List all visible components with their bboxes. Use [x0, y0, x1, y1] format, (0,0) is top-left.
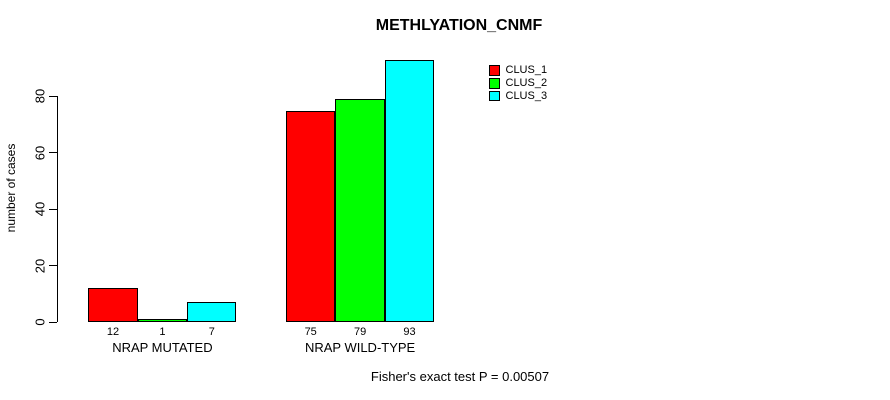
- y-axis-tick-label: 60: [32, 145, 48, 161]
- y-axis-tick-label: 80: [32, 89, 48, 104]
- y-axis-tick-label: 20: [32, 258, 48, 273]
- bar-value-label: 12: [106, 326, 120, 338]
- bar-clus_2-0: [137, 319, 188, 322]
- y-axis-tick-label: 40: [32, 201, 48, 217]
- bar-value-label: 1: [159, 326, 166, 338]
- y-axis-title: number of cases: [4, 143, 18, 233]
- legend-item: CLUS_3: [489, 90, 547, 103]
- y-axis-tick: [49, 95, 57, 97]
- bar-clus_3-0: [187, 302, 237, 322]
- bar-clus_2-1: [335, 99, 385, 322]
- bar-clus_3-1: [384, 59, 435, 322]
- legend-label: CLUS_2: [505, 76, 548, 89]
- bar-clus_1-0: [88, 288, 138, 322]
- legend-swatch: [489, 90, 500, 102]
- y-axis-tick: [49, 321, 57, 323]
- legend-item: CLUS_1: [489, 64, 547, 77]
- y-axis-tick: [49, 265, 57, 267]
- legend-swatch: [489, 78, 500, 89]
- bar-value-label: 93: [403, 326, 416, 338]
- category-label-1: NRAP WILD-TYPE: [304, 340, 416, 355]
- y-axis-tick-label: 0: [32, 318, 48, 326]
- bar-clus_1-1: [286, 110, 336, 322]
- legend-swatch: [489, 65, 500, 76]
- y-axis-line: [57, 96, 58, 322]
- category-label-0: NRAP MUTATED: [112, 340, 213, 355]
- y-axis-tick: [49, 152, 57, 154]
- bar-value-label: 79: [353, 326, 367, 338]
- legend-label: CLUS_1: [505, 63, 548, 76]
- chart-title: METHLYATION_CNMF: [375, 17, 543, 34]
- bar-value-label: 7: [208, 326, 215, 338]
- legend-label: CLUS_3: [505, 89, 548, 102]
- bar-value-label: 75: [304, 326, 317, 338]
- legend: CLUS_1 CLUS_2 CLUS_3: [489, 64, 547, 103]
- legend-item: CLUS_2: [489, 77, 547, 90]
- annotation-fisher-test: Fisher's exact test P = 0.00507: [370, 369, 550, 384]
- y-axis-tick: [49, 208, 57, 210]
